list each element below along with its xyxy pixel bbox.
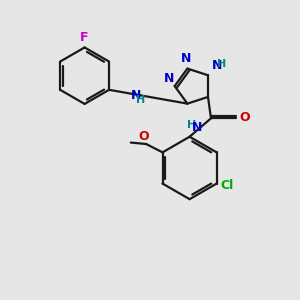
Text: O: O — [239, 111, 250, 124]
Text: Cl: Cl — [220, 179, 233, 192]
Text: N: N — [164, 72, 175, 85]
Text: O: O — [138, 130, 148, 142]
Text: H: H — [136, 95, 145, 105]
Text: F: F — [80, 31, 89, 44]
Text: N: N — [212, 59, 222, 72]
Text: N: N — [181, 52, 191, 65]
Text: H: H — [217, 59, 226, 69]
Text: N: N — [130, 89, 141, 102]
Text: H: H — [187, 120, 196, 130]
Text: N: N — [192, 121, 202, 134]
